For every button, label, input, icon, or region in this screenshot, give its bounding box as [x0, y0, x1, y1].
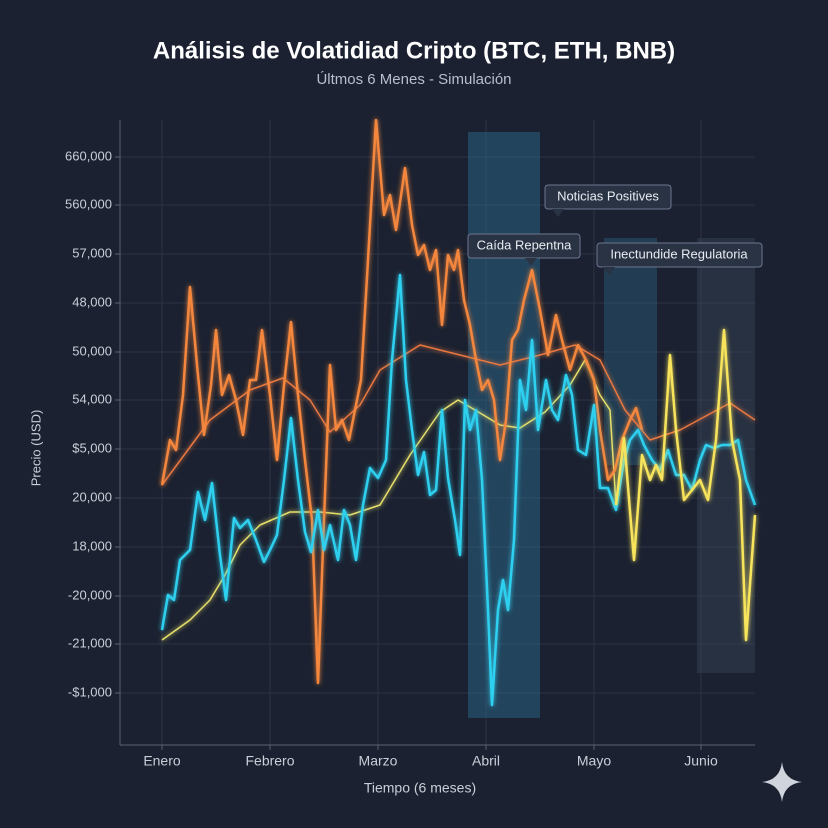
annotation-text: Inectundide Regulatoria — [610, 246, 748, 261]
sparkle-icon — [762, 762, 802, 802]
y-tick-label: -21,000 — [68, 635, 112, 650]
series-line — [614, 328, 757, 642]
annotation-box — [544, 184, 672, 210]
annotation-pointer — [552, 209, 564, 217]
annotation: Inectundide Regulatoria — [596, 242, 763, 275]
y-tick-label: 20,000 — [72, 489, 112, 504]
lines — [160, 118, 757, 707]
y-tick-label: -$1,000 — [68, 684, 112, 699]
x-tick-label: Mayo — [577, 753, 611, 769]
y-tick-label: 660,000 — [65, 148, 112, 163]
chart-title: Análisis de Volatidiad Cripto (BTC, ETH,… — [153, 37, 675, 64]
shaded-region — [604, 238, 657, 465]
y-tick-label: 50,000 — [72, 343, 112, 358]
y-tick-label: 54,000 — [72, 391, 112, 406]
y-tick-label: -20,000 — [68, 587, 112, 602]
shaded-region — [697, 238, 755, 673]
x-tick-label: Enero — [143, 753, 181, 769]
annotation-pointer — [525, 258, 537, 266]
annotation: Noticias Positives — [544, 184, 672, 217]
x-axis-label: Tiempo (6 meses) — [364, 780, 476, 796]
annotation-box — [596, 242, 763, 268]
series-line — [160, 273, 757, 707]
y-tick-label: 18,000 — [72, 538, 112, 553]
y-tick-label: 560,000 — [65, 196, 112, 211]
series-line — [160, 118, 644, 685]
y-tick-label: 48,000 — [72, 294, 112, 309]
annotation-text: Noticias Positives — [557, 188, 659, 203]
x-tick-label: Marzo — [359, 753, 398, 769]
annotation-box — [467, 233, 581, 259]
y-axis-label: Precio (USD) — [28, 410, 43, 487]
x-tick-label: Abril — [472, 753, 500, 769]
y-tick-label: $5,000 — [72, 440, 112, 455]
y-tick-label: 57,000 — [72, 245, 112, 260]
annotation: Caída Repentna — [467, 233, 581, 266]
annotation-pointer — [603, 267, 615, 275]
shaded-regions — [468, 132, 755, 718]
series-line — [161, 344, 756, 486]
annotation-text: Caída Repentna — [477, 237, 572, 252]
chart-subtitle: Últmos 6 Menes - Simulación — [316, 71, 511, 88]
series-line — [161, 359, 617, 641]
x-tick-label: Febrero — [245, 753, 294, 769]
x-tick-label: Junio — [684, 753, 718, 769]
